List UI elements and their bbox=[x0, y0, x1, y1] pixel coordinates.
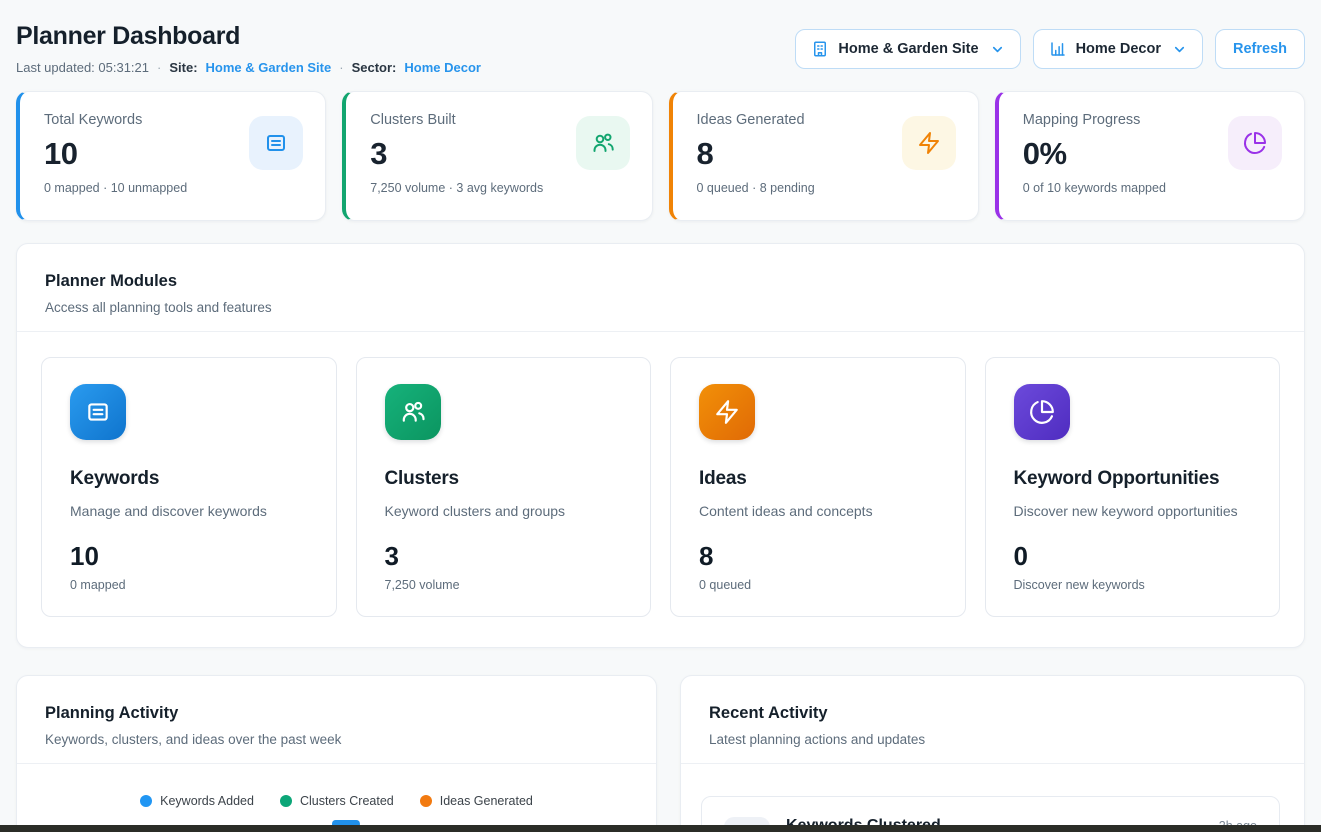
chart-legend: Keywords Added Clusters Created Ideas Ge… bbox=[17, 794, 656, 808]
stat-sub: 0 mapped · 10 unmapped bbox=[44, 181, 187, 195]
header-left: Planner Dashboard Last updated: 05:31:21… bbox=[16, 22, 481, 75]
stats-row: Total Keywords 10 0 mapped · 10 unmapped… bbox=[16, 91, 1305, 221]
legend-dot-blue bbox=[140, 795, 152, 807]
planner-modules-panel: Planner Modules Access all planning tool… bbox=[16, 243, 1305, 648]
recent-activity-title: Recent Activity bbox=[709, 704, 1276, 723]
module-card-ideas[interactable]: Ideas Content ideas and concepts 8 0 que… bbox=[670, 357, 966, 617]
module-value: 10 bbox=[70, 541, 312, 572]
stat-value: 0% bbox=[1023, 136, 1166, 172]
module-sub: Discover new keywords bbox=[1014, 578, 1256, 592]
stat-value: 10 bbox=[44, 136, 187, 172]
stat-card-ideas-generated: Ideas Generated 8 0 queued · 8 pending bbox=[669, 91, 979, 221]
stat-label: Ideas Generated bbox=[697, 112, 815, 128]
module-sub: 0 mapped bbox=[70, 578, 312, 592]
sector-label: Sector: bbox=[352, 60, 397, 75]
divider bbox=[17, 763, 656, 764]
legend-item-ideas-generated: Ideas Generated bbox=[420, 794, 533, 808]
stat-sub: 0 queued · 8 pending bbox=[697, 181, 815, 195]
modules-title: Planner Modules bbox=[45, 272, 1276, 291]
module-sub: 0 queued bbox=[699, 578, 941, 592]
module-description: Manage and discover keywords bbox=[70, 503, 312, 519]
stat-card-total-keywords: Total Keywords 10 0 mapped · 10 unmapped bbox=[16, 91, 326, 221]
header-meta: Last updated: 05:31:21 · Site: Home & Ga… bbox=[16, 60, 481, 75]
module-description: Content ideas and concepts bbox=[699, 503, 941, 519]
planning-activity-subtitle: Keywords, clusters, and ideas over the p… bbox=[45, 732, 628, 747]
chevron-down-icon bbox=[1172, 42, 1187, 57]
module-description: Keyword clusters and groups bbox=[385, 503, 627, 519]
legend-label: Keywords Added bbox=[160, 794, 254, 808]
legend-item-keywords-added: Keywords Added bbox=[140, 794, 254, 808]
legend-dot-orange bbox=[420, 795, 432, 807]
modules-grid: Keywords Manage and discover keywords 10… bbox=[17, 332, 1304, 617]
stat-label: Clusters Built bbox=[370, 112, 543, 128]
site-label: Site: bbox=[169, 60, 197, 75]
module-title: Keywords bbox=[70, 468, 312, 490]
page-title: Planner Dashboard bbox=[16, 22, 481, 51]
planning-activity-title: Planning Activity bbox=[45, 704, 628, 723]
stat-sub: 0 of 10 keywords mapped bbox=[1023, 181, 1166, 195]
recent-activity-subtitle: Latest planning actions and updates bbox=[709, 732, 1276, 747]
bottom-row: Planning Activity Keywords, clusters, an… bbox=[16, 675, 1305, 832]
legend-label: Ideas Generated bbox=[440, 794, 533, 808]
document-icon bbox=[70, 384, 126, 440]
stat-label: Total Keywords bbox=[44, 112, 187, 128]
stat-value: 8 bbox=[697, 136, 815, 172]
page-header: Planner Dashboard Last updated: 05:31:21… bbox=[16, 0, 1305, 75]
divider bbox=[681, 763, 1304, 764]
planner-dashboard-page: Planner Dashboard Last updated: 05:31:21… bbox=[0, 0, 1321, 832]
stat-sub: 7,250 volume · 3 avg keywords bbox=[370, 181, 543, 195]
stat-label: Mapping Progress bbox=[1023, 112, 1166, 128]
header-toolbar: Home & Garden Site Home Decor Refresh bbox=[795, 29, 1305, 69]
users-icon bbox=[576, 116, 630, 170]
building-icon bbox=[811, 40, 829, 58]
legend-dot-green bbox=[280, 795, 292, 807]
module-sub: 7,250 volume bbox=[385, 578, 627, 592]
users-icon bbox=[385, 384, 441, 440]
sector-dropdown[interactable]: Home Decor bbox=[1033, 29, 1203, 69]
module-value: 8 bbox=[699, 541, 941, 572]
meta-separator: · bbox=[339, 60, 343, 75]
zap-icon bbox=[699, 384, 755, 440]
modules-subtitle: Access all planning tools and features bbox=[45, 300, 1276, 315]
sector-link[interactable]: Home Decor bbox=[404, 60, 481, 75]
recent-activity-panel: Recent Activity Latest planning actions … bbox=[680, 675, 1305, 832]
module-title: Keyword Opportunities bbox=[1014, 468, 1256, 490]
sector-dropdown-label: Home Decor bbox=[1076, 41, 1161, 57]
site-dropdown-label: Home & Garden Site bbox=[838, 41, 978, 57]
last-updated-text: Last updated: 05:31:21 bbox=[16, 60, 149, 75]
screen-bottom-bar bbox=[0, 825, 1321, 832]
refresh-button[interactable]: Refresh bbox=[1215, 29, 1305, 69]
pie-chart-icon bbox=[1014, 384, 1070, 440]
site-link[interactable]: Home & Garden Site bbox=[206, 60, 332, 75]
meta-separator: · bbox=[157, 60, 161, 75]
bar-chart-icon bbox=[1049, 40, 1067, 58]
legend-item-clusters-created: Clusters Created bbox=[280, 794, 394, 808]
stat-value: 3 bbox=[370, 136, 543, 172]
chevron-down-icon bbox=[990, 42, 1005, 57]
module-title: Ideas bbox=[699, 468, 941, 490]
module-description: Discover new keyword opportunities bbox=[1014, 503, 1256, 519]
site-dropdown[interactable]: Home & Garden Site bbox=[795, 29, 1020, 69]
zap-icon bbox=[902, 116, 956, 170]
module-card-clusters[interactable]: Clusters Keyword clusters and groups 3 7… bbox=[356, 357, 652, 617]
planning-activity-panel: Planning Activity Keywords, clusters, an… bbox=[16, 675, 657, 832]
pie-chart-icon bbox=[1228, 116, 1282, 170]
stat-card-clusters-built: Clusters Built 3 7,250 volume · 3 avg ke… bbox=[342, 91, 652, 221]
module-value: 0 bbox=[1014, 541, 1256, 572]
document-icon bbox=[249, 116, 303, 170]
stat-card-mapping-progress: Mapping Progress 0% 0 of 10 keywords map… bbox=[995, 91, 1305, 221]
module-card-keyword-opportunities[interactable]: Keyword Opportunities Discover new keywo… bbox=[985, 357, 1281, 617]
legend-label: Clusters Created bbox=[300, 794, 394, 808]
module-card-keywords[interactable]: Keywords Manage and discover keywords 10… bbox=[41, 357, 337, 617]
module-value: 3 bbox=[385, 541, 627, 572]
module-title: Clusters bbox=[385, 468, 627, 490]
